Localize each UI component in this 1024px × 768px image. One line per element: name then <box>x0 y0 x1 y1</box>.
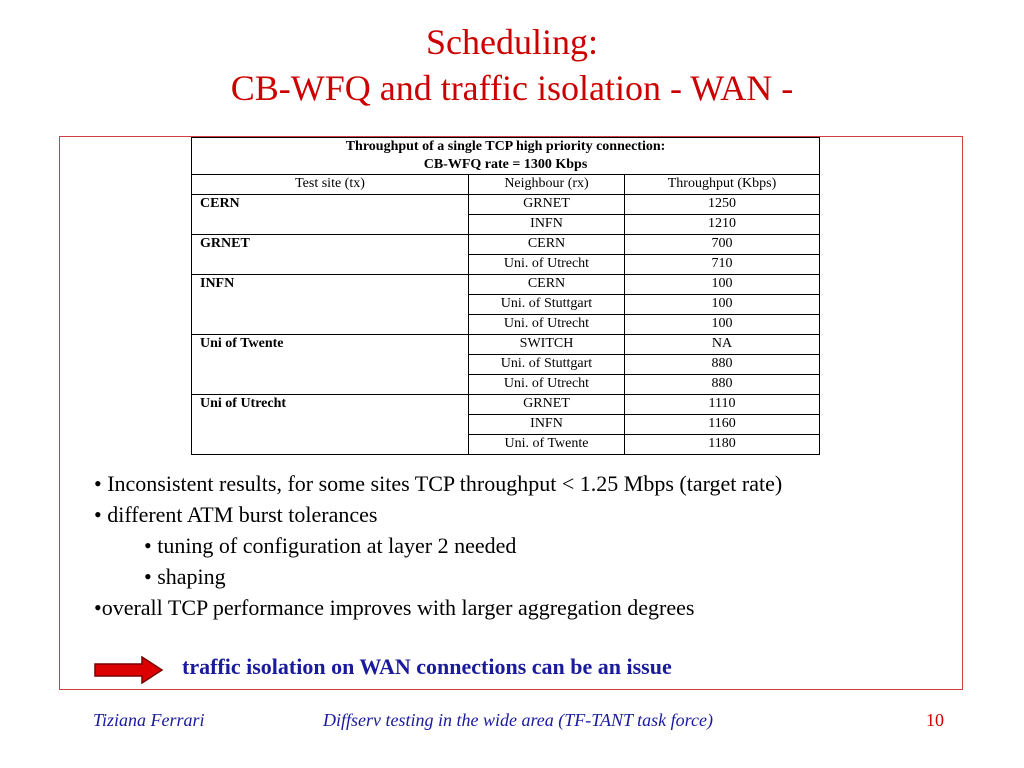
neighbour-cell: Uni. of Stuttgart <box>468 354 625 375</box>
test-site-cell: GRNET <box>191 234 469 275</box>
neighbour-cell: CERN <box>468 274 625 295</box>
footer-page-number: 10 <box>926 710 944 730</box>
throughput-cell: 1250 <box>624 194 820 215</box>
throughput-cell: 700 <box>624 234 820 255</box>
header-neighbour: Neighbour (rx) <box>468 174 625 195</box>
content-frame <box>59 136 963 690</box>
table-body: CERN GRNET 1250 INFN 1210 GRNET CERN 700 Uni. of… <box>191 194 820 455</box>
neighbour-cell: SWITCH <box>468 334 625 355</box>
test-site-cell: Uni of Twente <box>191 334 469 395</box>
throughput-cell: 710 <box>624 254 820 275</box>
throughput-cell: 880 <box>624 354 820 375</box>
table-row: INFN 1210 <box>192 214 820 235</box>
table-row: INFN CERN 100 <box>191 274 820 335</box>
highlight-text: traffic isolation on WAN connections can… <box>182 654 672 679</box>
throughput-cell: 1110 <box>624 394 820 415</box>
table-row: Uni of Twente SWITCH NA <box>191 334 820 395</box>
bullet-item: • different ATM burst tolerances <box>94 502 378 527</box>
bullet-list: • Inconsistent results, for some sites T… <box>94 468 782 623</box>
neighbour-cell: INFN <box>468 214 625 235</box>
bullet-item: • shaping <box>144 564 226 589</box>
neighbour-cell: GRNET <box>468 194 625 215</box>
table-caption-line2: CB-WFQ rate = 1300 Kbps <box>423 157 588 172</box>
throughput-cell: NA <box>624 334 820 355</box>
header-throughput: Throughput (Kbps) <box>624 174 820 195</box>
neighbour-cell: Uni. of Utrecht <box>468 254 625 275</box>
slide-title-line1: Scheduling: <box>426 22 598 62</box>
bullet-item: •overall TCP performance improves with l… <box>94 595 695 620</box>
footer-talk-title: Diffserv testing in the wide area (TF-TA… <box>323 710 713 730</box>
test-site-cell: CERN <box>191 194 469 235</box>
table-caption-row: Throughput of a single TCP high priority… <box>191 137 820 175</box>
table-header-row: Test site (tx) Neighbour (rx) Throughput… <box>191 174 820 195</box>
table-row: GRNET CERN 700 <box>191 234 820 275</box>
table-row: CERN GRNET 1250 <box>191 194 820 235</box>
right-arrow-icon <box>94 656 164 684</box>
slide-title-line2: CB-WFQ and traffic isolation - WAN - <box>230 68 794 108</box>
neighbour-cell: CERN <box>468 234 625 255</box>
throughput-cell: 1160 <box>624 414 820 435</box>
table-row: Uni. of Twente 1180 <box>192 434 820 455</box>
neighbour-cell: INFN <box>468 414 625 435</box>
throughput-cell: 100 <box>624 274 820 295</box>
throughput-cell: 1180 <box>624 434 820 455</box>
table-row: INFN 1160 <box>192 414 820 435</box>
table-caption: Throughput of a single TCP high priority… <box>191 137 820 175</box>
table-caption-line1: Throughput of a single TCP high priority… <box>345 139 666 154</box>
neighbour-cell: Uni. of Twente <box>468 434 625 455</box>
neighbour-cell: GRNET <box>468 394 625 415</box>
throughput-cell: 100 <box>624 294 820 315</box>
table-row: Uni of Utrecht GRNET 1110 <box>191 394 820 455</box>
throughput-cell: 880 <box>624 374 820 395</box>
bullet-item: • tuning of configuration at layer 2 nee… <box>144 533 517 558</box>
throughput-cell: 100 <box>624 314 820 335</box>
footer-author: Tiziana Ferrari <box>93 710 205 730</box>
test-site-cell: Uni of Utrecht <box>191 394 469 455</box>
neighbour-cell: Uni. of Stuttgart <box>468 294 625 315</box>
throughput-table: Throughput of a single TCP high priority… <box>191 137 820 455</box>
table-row: Uni. of Stuttgart 100 <box>192 294 820 315</box>
header-test-site: Test site (tx) <box>191 174 469 195</box>
neighbour-cell: Uni. of Utrecht <box>468 374 625 395</box>
test-site-cell: INFN <box>191 274 469 335</box>
table-row: Uni. of Stuttgart 880 <box>192 354 820 375</box>
throughput-cell: 1210 <box>624 214 820 235</box>
table-row: Uni. of Utrecht 710 <box>192 254 820 275</box>
neighbour-cell: Uni. of Utrecht <box>468 314 625 335</box>
bullet-item: • Inconsistent results, for some sites T… <box>94 471 783 496</box>
